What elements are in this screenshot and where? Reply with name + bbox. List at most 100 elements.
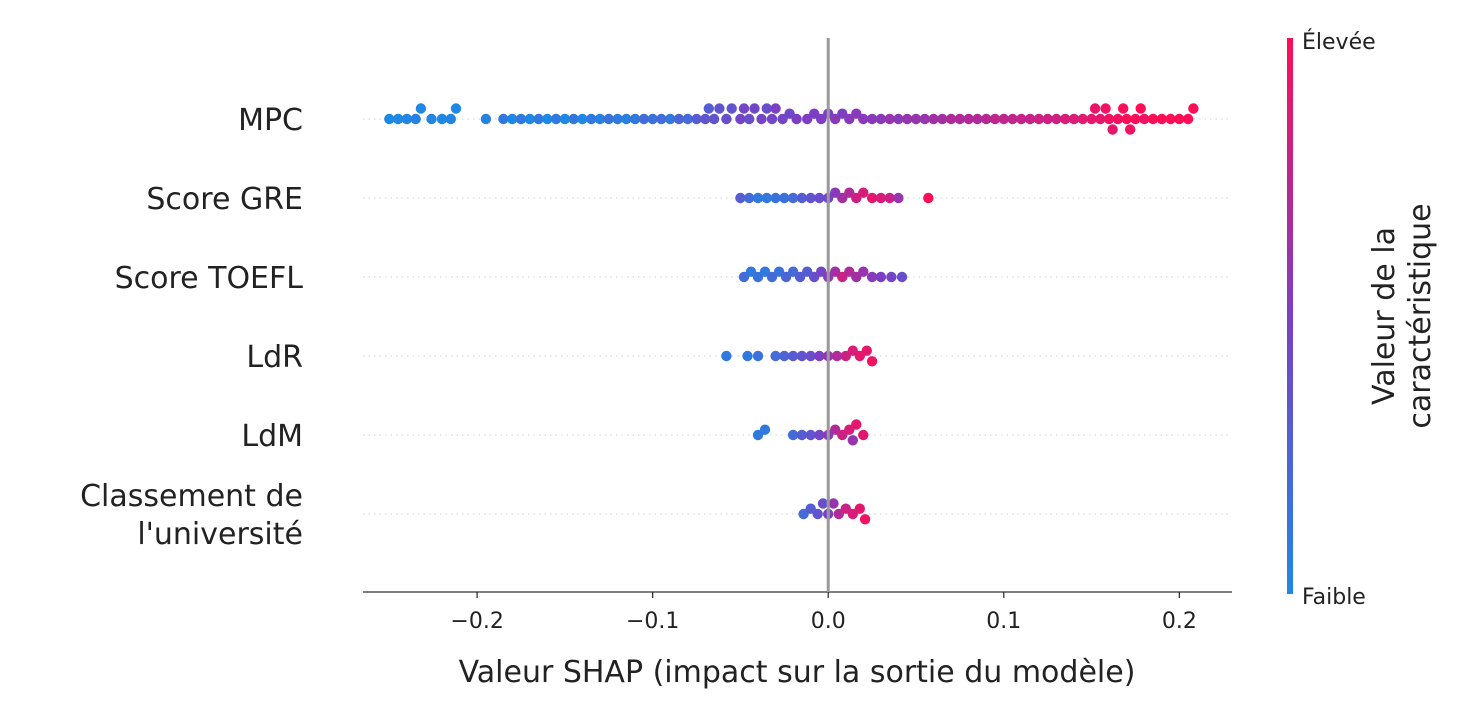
shap-point xyxy=(1051,113,1062,125)
shap-point xyxy=(594,113,606,125)
shap-point xyxy=(831,350,843,362)
shap-point xyxy=(972,113,983,125)
shap-point xyxy=(426,113,437,125)
shap-point xyxy=(779,192,790,204)
shap-point xyxy=(812,508,823,520)
shap-point xyxy=(735,113,746,125)
shap-point xyxy=(742,350,753,362)
feature-label: Score TOEFL xyxy=(115,261,304,296)
shap-point xyxy=(1147,113,1159,125)
x-tick-label: 0.1 xyxy=(986,609,1021,634)
shap-point xyxy=(1125,124,1136,135)
shap-point xyxy=(708,113,720,125)
shap-point xyxy=(1024,113,1036,125)
shap-point xyxy=(798,508,809,520)
shap-point xyxy=(384,113,395,125)
x-tick-label: 0.0 xyxy=(811,609,846,634)
colorbar-title-line-1: Valeur de la xyxy=(1367,227,1402,405)
shap-point xyxy=(866,113,878,125)
x-axis-title: Valeur SHAP (impact sur la sortie du mod… xyxy=(459,655,1136,690)
shap-point xyxy=(550,113,562,125)
shap-point xyxy=(787,429,799,441)
shap-point xyxy=(787,192,799,204)
shap-point xyxy=(761,192,772,204)
shap-point xyxy=(415,103,427,114)
shap-point xyxy=(858,187,869,198)
shap-point xyxy=(866,356,878,367)
shap-point xyxy=(498,113,509,125)
shap-point xyxy=(621,113,632,125)
shap-point xyxy=(1089,103,1101,114)
x-tick-label: −0.2 xyxy=(450,609,503,634)
shap-point xyxy=(770,192,781,204)
shap-point xyxy=(830,266,841,277)
feature-row: LdM xyxy=(241,419,1232,454)
x-tick-label: −0.1 xyxy=(626,609,679,634)
shap-point xyxy=(1112,113,1124,125)
shap-point xyxy=(392,113,404,125)
shap-point xyxy=(586,113,597,125)
feature-row: LdR xyxy=(246,340,1232,375)
shap-point xyxy=(910,113,922,125)
shap-point xyxy=(866,192,878,204)
shap-point xyxy=(533,113,544,125)
shap-point xyxy=(787,350,799,362)
shap-point xyxy=(629,113,641,125)
shap-point xyxy=(1077,113,1089,125)
shap-point xyxy=(656,113,667,125)
shap-point xyxy=(1068,113,1080,125)
shap-point xyxy=(954,113,966,125)
shap-point xyxy=(714,103,725,114)
feature-row: Score TOEFL xyxy=(115,261,1232,296)
shap-point xyxy=(673,113,685,125)
colorbar-low-label: Faible xyxy=(1302,585,1366,610)
feature-label: MPC xyxy=(238,103,303,138)
shap-point xyxy=(902,113,913,125)
shap-point xyxy=(612,113,623,125)
shap-point xyxy=(859,514,871,525)
shap-point xyxy=(779,350,790,362)
shap-point xyxy=(1130,113,1141,125)
shap-point xyxy=(1135,103,1146,114)
shap-point xyxy=(1042,113,1053,125)
shap-point xyxy=(989,113,1001,125)
shap-point xyxy=(893,113,904,125)
feature-row: Classement del'université xyxy=(80,479,1232,552)
shap-point xyxy=(577,113,588,125)
shap-point xyxy=(759,424,771,435)
shap-point xyxy=(796,429,808,441)
shap-point xyxy=(1007,113,1018,125)
shap-point xyxy=(691,113,702,125)
feature-label: LdR xyxy=(246,340,303,375)
feature-row: Score GRE xyxy=(146,182,1232,217)
shap-point xyxy=(805,429,816,441)
feature-label: l'université xyxy=(137,517,303,552)
shap-point xyxy=(981,113,992,125)
colorbar-title-line-2: caractéristique xyxy=(1403,203,1438,428)
shap-point xyxy=(726,103,737,114)
shap-point xyxy=(1188,103,1199,114)
shap-point xyxy=(703,103,714,114)
feature-label: Score GRE xyxy=(146,182,303,217)
shap-point xyxy=(886,271,897,283)
shap-point xyxy=(752,350,764,362)
feature-rows: MPC Score GRE Score TOEFL LdR LdM Classement … xyxy=(80,103,1232,552)
shap-point xyxy=(770,350,781,362)
shap-point xyxy=(744,192,755,204)
shap-point xyxy=(445,113,456,125)
shap-point xyxy=(847,435,858,446)
shap-point xyxy=(1165,113,1176,125)
shap-point xyxy=(766,113,778,125)
colorbar-high-label: Élevée xyxy=(1302,29,1376,55)
shap-point xyxy=(735,192,746,204)
shap-point xyxy=(893,192,904,204)
shap-point xyxy=(1060,113,1071,125)
shap-point xyxy=(752,192,764,204)
shap-point xyxy=(814,350,825,362)
shap-point xyxy=(744,113,755,125)
shap-point xyxy=(1016,113,1027,125)
x-axis-ticks: −0.2 −0.1 0.0 0.1 0.2 xyxy=(450,592,1197,634)
shap-point xyxy=(436,113,448,125)
feature-label: Classement de xyxy=(80,479,303,514)
shap-point xyxy=(480,113,492,125)
